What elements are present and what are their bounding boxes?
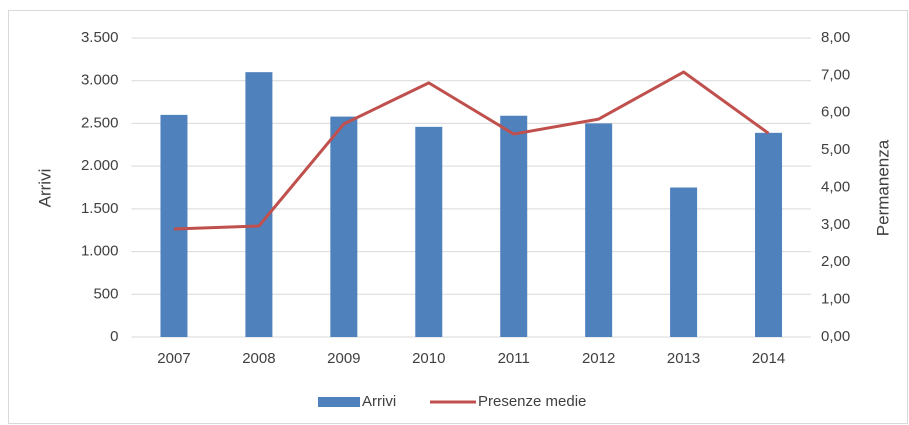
y2-tick-label: 6,00	[821, 104, 850, 121]
x-tick-label: 2009	[327, 350, 360, 367]
legend-swatch	[318, 397, 360, 407]
y-tick-label: 2.500	[81, 114, 119, 131]
y2-tick-label: 2,00	[821, 253, 850, 270]
x-tick-label: 2013	[667, 350, 700, 367]
y2-tick-label: 4,00	[821, 178, 850, 195]
bar	[160, 114, 188, 337]
x-tick-label: 2007	[157, 350, 190, 367]
x-tick-label: 2014	[752, 350, 785, 367]
line	[173, 70, 770, 231]
legend-label: Arrivi	[362, 393, 396, 410]
x-tick-label: 2012	[582, 350, 615, 367]
y-tick-label: 3.000	[81, 72, 119, 89]
y-tick-label: 500	[93, 285, 118, 302]
x-tick-label: 2008	[242, 350, 275, 367]
bar	[415, 126, 443, 338]
bar	[585, 123, 613, 337]
legend-label: Presenze medie	[478, 393, 586, 410]
x-tick-label: 2011	[498, 350, 530, 367]
y-tick-label: 2.000	[81, 157, 119, 174]
y2-tick-label: 5,00	[821, 141, 850, 158]
bar	[330, 116, 358, 337]
bar	[500, 115, 528, 338]
y2-tick-label: 8,00	[821, 29, 850, 46]
x-tick-label: 2010	[412, 350, 445, 367]
y2-axis-title: Permanenza	[873, 139, 892, 236]
y-tick-label: 3.500	[81, 29, 119, 46]
y-tick-label: 1.000	[81, 243, 119, 260]
y2-tick-label: 3,00	[821, 216, 850, 233]
y2-tick-label: 7,00	[821, 66, 850, 83]
bar	[670, 187, 698, 337]
y-tick-label: 0	[110, 328, 118, 345]
bar	[245, 72, 273, 338]
y-axis-title: Arrivi	[35, 169, 54, 208]
y2-tick-label: 0,00	[821, 328, 850, 345]
y2-tick-label: 1,00	[821, 291, 850, 308]
y-tick-label: 1.500	[81, 200, 119, 217]
bar	[755, 132, 783, 337]
